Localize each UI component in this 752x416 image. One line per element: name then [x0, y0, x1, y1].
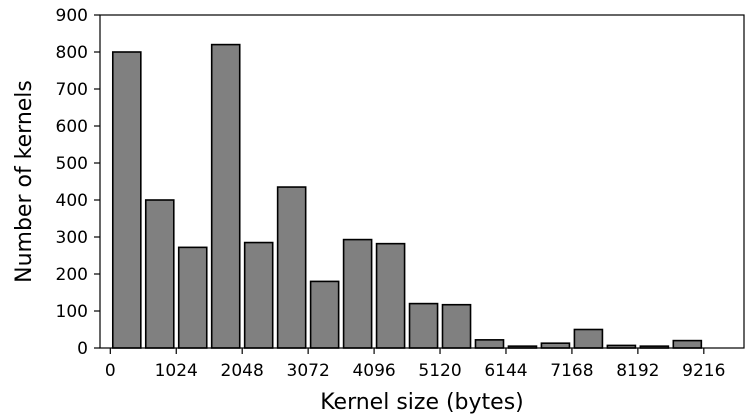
x-tick-label: 4096: [352, 361, 395, 381]
bar-7: [342, 238, 373, 349]
bar-11: [474, 339, 505, 349]
x-tick-label: 1024: [155, 361, 198, 381]
x-tick-label: 3072: [287, 361, 330, 381]
y-axis-ticks: 0 100 200 300 400 500 600 700 800 900: [56, 6, 100, 359]
bar-14: [573, 328, 604, 349]
bar-0: [111, 51, 142, 349]
x-tick-label: 6144: [484, 361, 527, 381]
x-tick-label: 5120: [418, 361, 461, 381]
bar-17: [672, 339, 703, 349]
bar-13: [540, 342, 571, 349]
bars-group: [111, 43, 703, 349]
x-tick-label: 2048: [221, 361, 264, 381]
y-tick-label: 400: [56, 191, 88, 211]
y-tick-label: 100: [56, 302, 88, 322]
plot-frame: [99, 14, 745, 349]
x-axis-ticks: 0 1024 2048 3072 4096 5120 6144 7168 8192 9216: [105, 348, 725, 381]
y-tick-label: 600: [56, 117, 88, 137]
x-tick-label: 9216: [682, 361, 725, 381]
x-tick-label: 7168: [550, 361, 593, 381]
bar-1: [144, 199, 175, 349]
y-tick-label: 200: [56, 265, 88, 285]
bar-10: [441, 303, 472, 349]
bar-2: [177, 246, 208, 349]
bar-4: [243, 241, 274, 349]
y-tick-label: 800: [56, 43, 88, 63]
bar-9: [408, 302, 439, 349]
x-tick-label: 8192: [616, 361, 659, 381]
bar-5: [276, 186, 307, 349]
y-tick-label: 500: [56, 154, 88, 174]
y-axis-label: Number of kernels: [12, 80, 37, 283]
bar-3: [210, 43, 241, 349]
y-tick-label: 0: [77, 339, 88, 359]
x-tick-label: 0: [105, 361, 116, 381]
y-tick-label: 700: [56, 80, 88, 100]
x-axis-label: Kernel size (bytes): [320, 390, 524, 415]
y-tick-label: 300: [56, 228, 88, 248]
bar-6: [309, 280, 340, 349]
y-tick-label: 900: [56, 6, 88, 26]
bar-8: [375, 242, 406, 349]
